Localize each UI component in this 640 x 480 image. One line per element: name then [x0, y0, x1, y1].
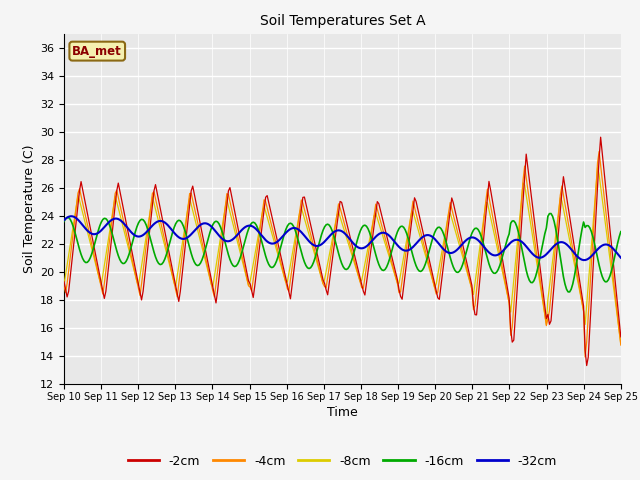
- X-axis label: Time: Time: [327, 406, 358, 419]
- Y-axis label: Soil Temperature (C): Soil Temperature (C): [23, 144, 36, 273]
- Text: BA_met: BA_met: [72, 45, 122, 58]
- Legend: -2cm, -4cm, -8cm, -16cm, -32cm: -2cm, -4cm, -8cm, -16cm, -32cm: [123, 450, 562, 473]
- Title: Soil Temperatures Set A: Soil Temperatures Set A: [260, 14, 425, 28]
